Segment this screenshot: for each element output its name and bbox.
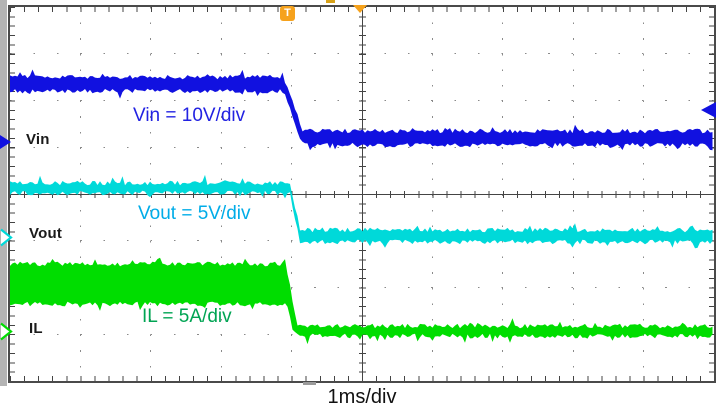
vin-scale-annotation: Vin = 10V/div [133, 105, 246, 126]
ch1-label: Vin [26, 131, 50, 148]
il-scale-annotation: IL = 5A/div [142, 306, 232, 327]
graticule [8, 5, 716, 383]
trigger-level-arrow-icon [701, 102, 716, 118]
bottom-axis-notch [303, 382, 316, 385]
trace-vout [10, 174, 713, 249]
right-edge-ticks [709, 7, 714, 381]
trigger-position-icon [353, 5, 367, 13]
left-gray-bar [0, 0, 7, 386]
timebase-label: 1ms/div [327, 386, 397, 408]
trace-il [10, 257, 713, 345]
bottom-edge-ticks [10, 376, 714, 381]
ch1-vin-arrow-icon [0, 135, 11, 149]
trigger-badge: T [280, 6, 295, 21]
ch2-label: Vout [29, 225, 63, 242]
waveform-canvas [10, 69, 713, 345]
top-marker-fragment-icon [326, 0, 335, 3]
left-edge-ticks [10, 7, 15, 381]
center-horizontal-line [10, 193, 714, 195]
ch3-label: IL [29, 320, 43, 337]
ch3-il-arrow-icon [0, 322, 13, 341]
vout-scale-annotation: Vout = 5V/div [138, 203, 251, 224]
ch2-vout-arrow-icon [0, 228, 13, 247]
trace-vin [10, 69, 713, 151]
